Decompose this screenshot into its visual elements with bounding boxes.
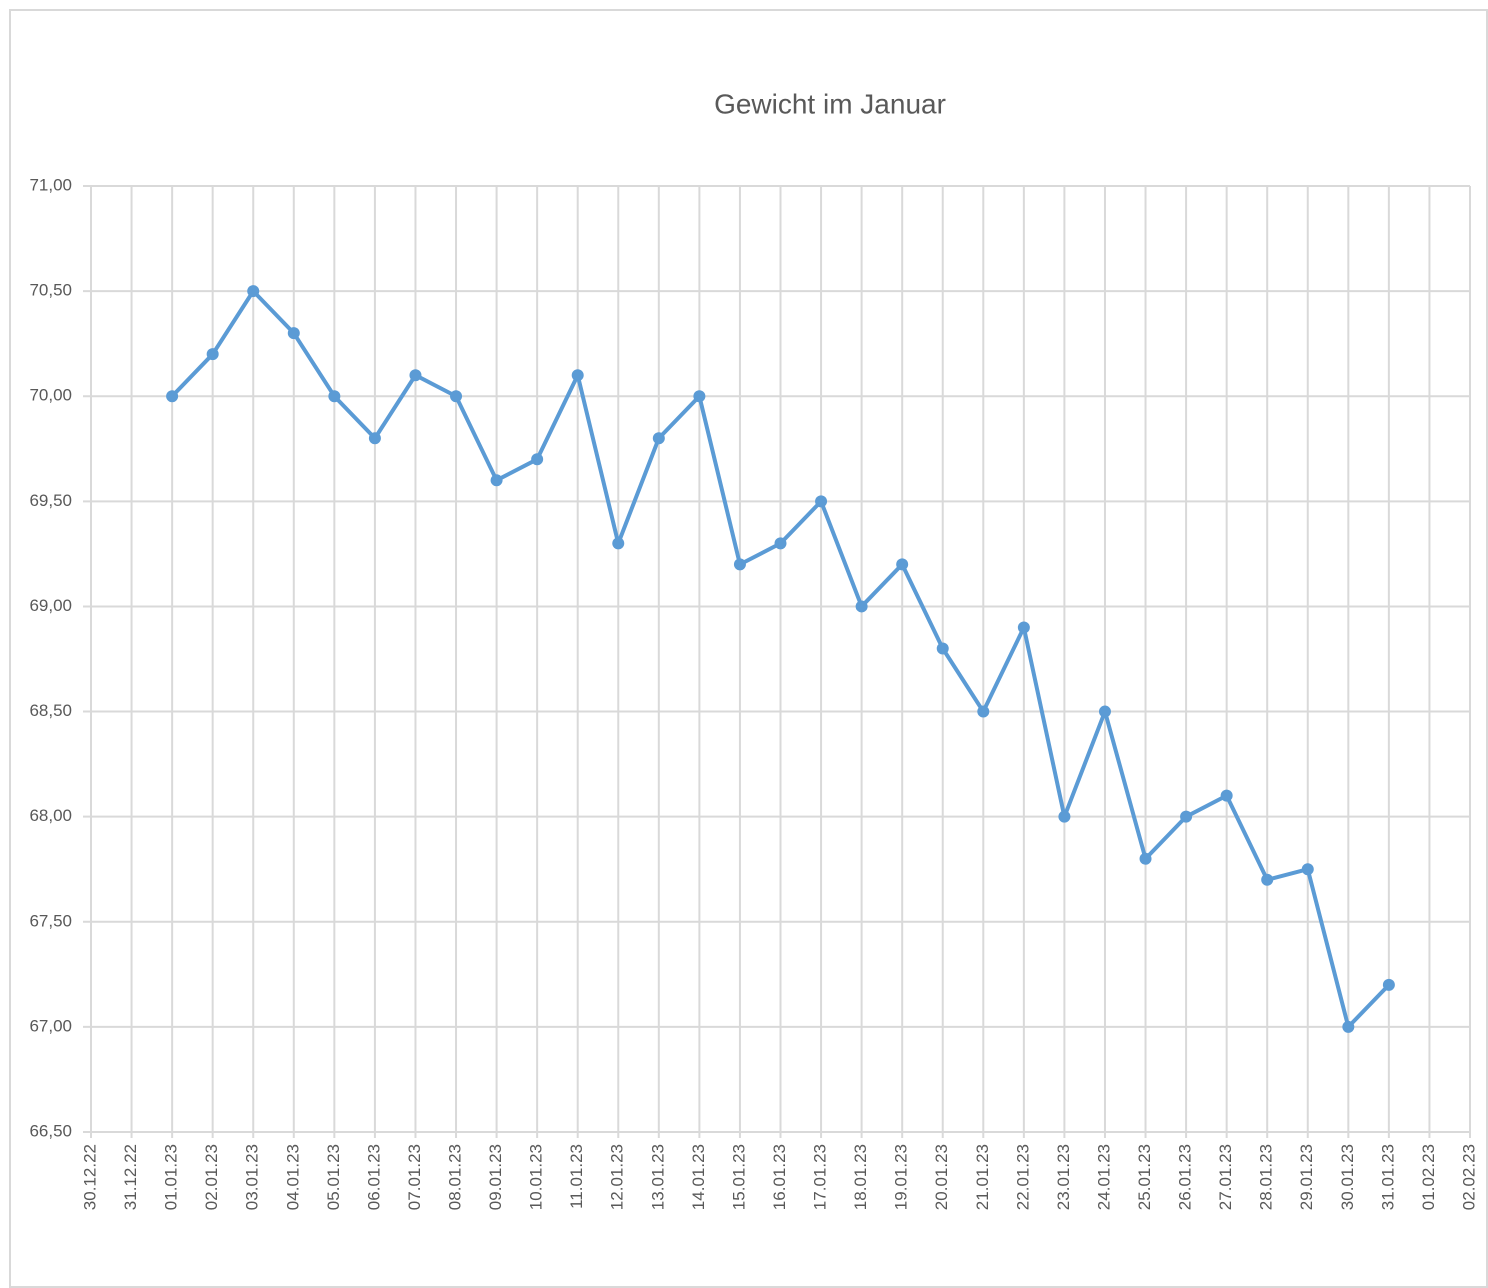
data-point — [1098, 705, 1111, 718]
x-tick-label: 18.01.23 — [851, 1144, 870, 1210]
x-tick-label: 02.02.23 — [1459, 1144, 1478, 1210]
x-tick-label: 21.01.23 — [973, 1144, 992, 1210]
data-point — [855, 600, 868, 613]
data-point — [287, 327, 300, 340]
data-point — [571, 369, 584, 382]
data-point — [977, 705, 990, 718]
data-point — [774, 537, 787, 550]
data-point — [652, 432, 665, 445]
data-point — [247, 285, 260, 298]
x-tick-label: 26.01.23 — [1176, 1144, 1195, 1210]
x-tick-label: 27.01.23 — [1216, 1144, 1235, 1210]
x-tick-label: 07.01.23 — [405, 1144, 424, 1210]
y-tick-label: 69,00 — [29, 596, 72, 615]
data-point — [1301, 863, 1314, 876]
x-tick-label: 31.01.23 — [1378, 1144, 1397, 1210]
x-tick-label: 19.01.23 — [892, 1144, 911, 1210]
x-tick-label: 04.01.23 — [283, 1144, 302, 1210]
x-tick-label: 08.01.23 — [446, 1144, 465, 1210]
data-point — [368, 432, 381, 445]
x-tick-label: 05.01.23 — [324, 1144, 343, 1210]
data-point — [328, 390, 341, 403]
x-tick-label: 13.01.23 — [648, 1144, 667, 1210]
data-point — [1017, 621, 1030, 634]
y-tick-label: 70,00 — [29, 386, 72, 405]
data-point — [1180, 810, 1193, 823]
x-tick-label: 02.01.23 — [202, 1144, 221, 1210]
x-tick-label: 14.01.23 — [689, 1144, 708, 1210]
data-point — [1342, 1020, 1355, 1033]
x-tick-label: 22.01.23 — [1013, 1144, 1032, 1210]
x-tick-label: 12.01.23 — [608, 1144, 627, 1210]
x-tick-label: 01.01.23 — [162, 1144, 181, 1210]
x-tick-label: 17.01.23 — [811, 1144, 830, 1210]
data-point — [733, 558, 746, 571]
data-point — [1058, 810, 1071, 823]
data-point — [612, 537, 625, 550]
data-point — [490, 474, 503, 487]
x-tick-label: 11.01.23 — [567, 1144, 586, 1209]
data-point — [531, 453, 544, 466]
y-tick-label: 67,00 — [29, 1016, 72, 1035]
x-tick-label: 29.01.23 — [1297, 1144, 1316, 1210]
data-point — [409, 369, 422, 382]
x-tick-label: 28.01.23 — [1257, 1144, 1276, 1210]
data-point — [693, 390, 706, 403]
data-point — [896, 558, 909, 571]
y-tick-label: 68,50 — [29, 701, 72, 720]
x-tick-label: 20.01.23 — [932, 1144, 951, 1210]
y-tick-label: 68,00 — [29, 806, 72, 825]
data-point — [166, 390, 179, 403]
y-tick-label: 69,50 — [29, 491, 72, 510]
x-tick-label: 31.12.22 — [121, 1144, 140, 1210]
data-point — [450, 390, 463, 403]
y-tick-label: 67,50 — [29, 911, 72, 930]
data-point — [936, 642, 949, 655]
x-tick-label: 25.01.23 — [1135, 1144, 1154, 1210]
data-point — [1382, 978, 1395, 991]
y-tick-label: 70,50 — [29, 281, 72, 300]
x-tick-label: 06.01.23 — [364, 1144, 383, 1210]
chart-border — [9, 9, 1488, 1288]
chart-title: Gewicht im Januar — [714, 88, 946, 119]
y-tick-label: 71,00 — [29, 175, 72, 194]
x-tick-label: 24.01.23 — [1094, 1144, 1113, 1210]
data-point — [1139, 852, 1152, 865]
x-tick-label: 09.01.23 — [486, 1144, 505, 1210]
data-point — [1220, 789, 1233, 802]
x-tick-label: 23.01.23 — [1054, 1144, 1073, 1210]
x-tick-label: 10.01.23 — [527, 1144, 546, 1210]
x-tick-label: 15.01.23 — [729, 1144, 748, 1210]
x-tick-label: 01.02.23 — [1419, 1144, 1438, 1210]
y-tick-label: 66,50 — [29, 1121, 72, 1140]
data-point — [815, 495, 828, 508]
data-point — [1261, 873, 1274, 886]
data-point — [206, 348, 219, 361]
x-tick-label: 03.01.23 — [243, 1144, 262, 1210]
x-tick-label: 16.01.23 — [770, 1144, 789, 1210]
x-tick-label: 30.12.22 — [80, 1144, 99, 1210]
x-tick-label: 30.01.23 — [1338, 1144, 1357, 1210]
